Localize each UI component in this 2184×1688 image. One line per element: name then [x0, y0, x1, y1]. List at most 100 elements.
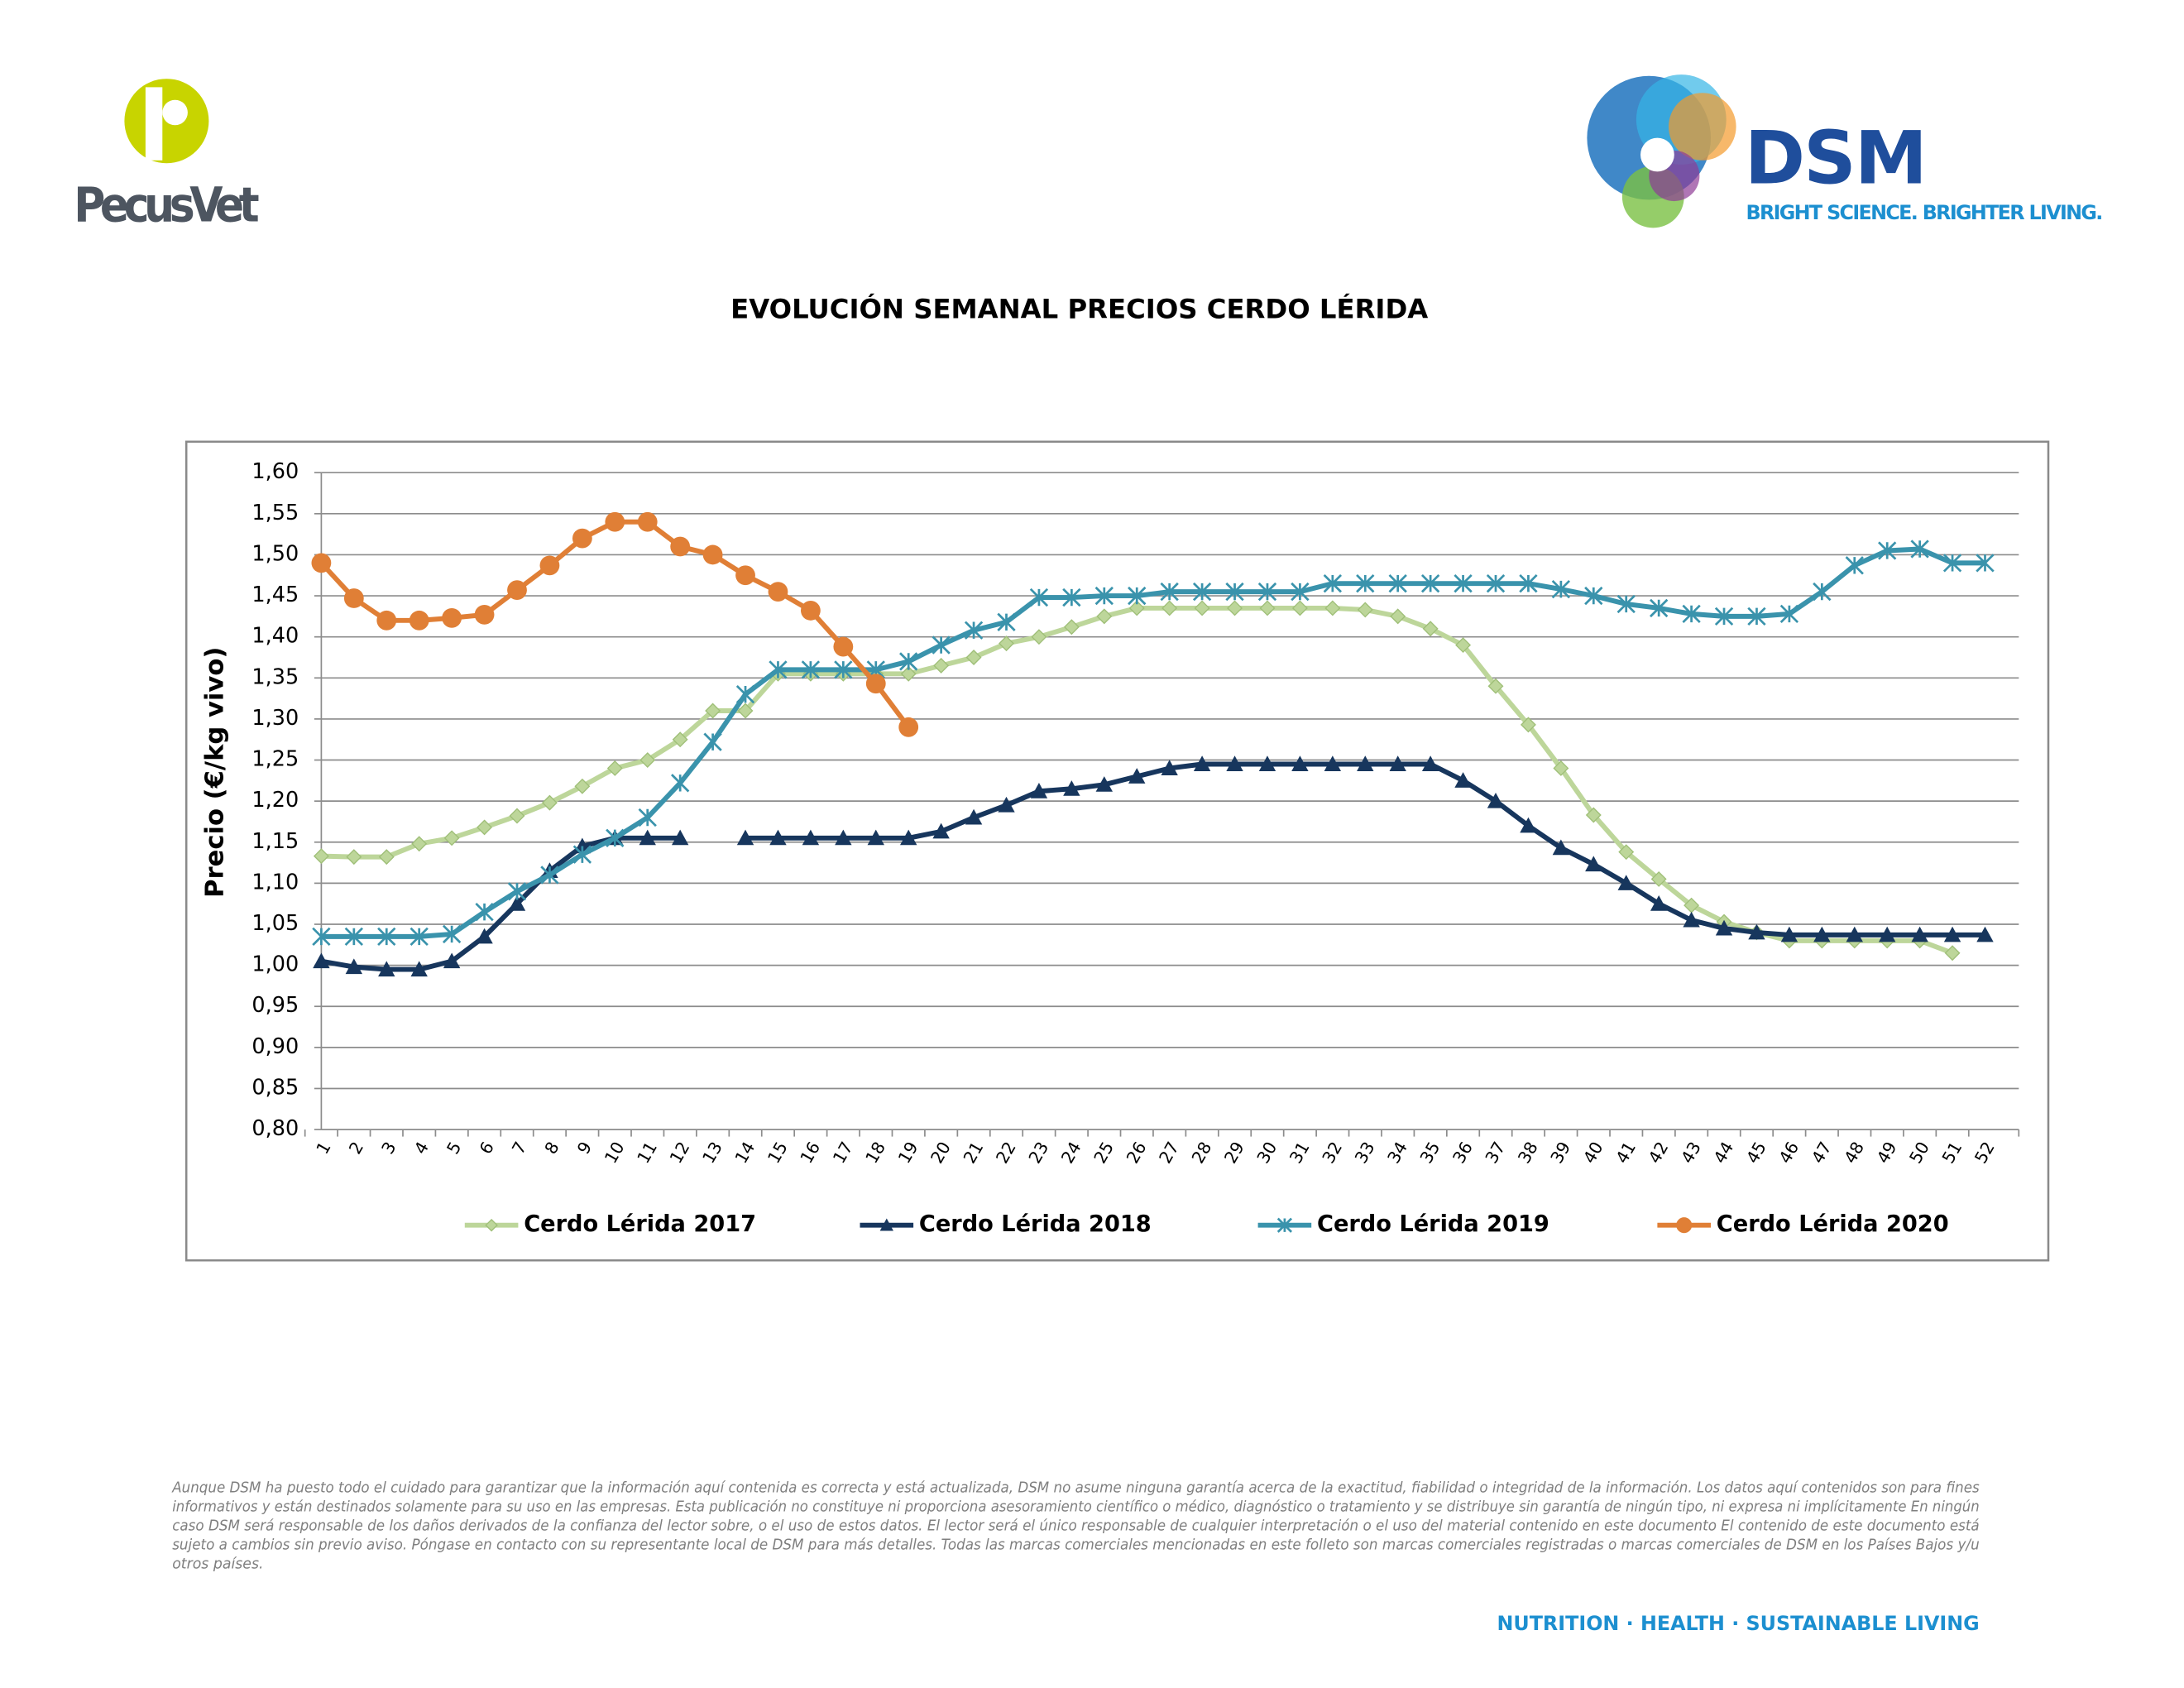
marker: [833, 636, 854, 657]
x-tick-label: 6: [476, 1139, 498, 1158]
marker: [638, 808, 657, 827]
marker: [1520, 717, 1536, 733]
marker: [443, 952, 461, 969]
y-tick-label: 1,40: [251, 624, 299, 649]
marker: [900, 829, 917, 846]
marker: [999, 635, 1014, 652]
disclaimer-line: caso DSM será responsable de los daños d…: [172, 1518, 1979, 1534]
marker: [1030, 783, 1048, 798]
marker: [671, 774, 690, 793]
x-tick-label: 28: [1188, 1139, 1216, 1167]
marker: [1421, 755, 1439, 771]
x-tick-label: 19: [894, 1139, 922, 1167]
x-tick-label: 29: [1220, 1139, 1248, 1167]
x-tick-label: 16: [796, 1139, 824, 1167]
logo-shape: [145, 87, 163, 161]
dsm-logo: DSM BRIGHT SCIENCE. BRIGHTER LIVING.: [1587, 74, 2103, 228]
marker: [411, 836, 428, 852]
marker: [1323, 574, 1342, 593]
x-tick-label: 30: [1253, 1139, 1281, 1167]
y-tick-label: 1,50: [251, 541, 299, 566]
marker: [1095, 776, 1113, 792]
marker: [1976, 926, 1994, 942]
disclaimer-line: otros países.: [172, 1556, 263, 1572]
marker: [1128, 768, 1146, 784]
chart-title: EVOLUCIÓN SEMANAL PRECIOS CERDO LÉRIDA: [730, 293, 1428, 325]
x-tick-label: 14: [731, 1139, 759, 1167]
marker: [933, 657, 950, 674]
marker: [879, 1218, 893, 1231]
x-tick-label: 44: [1710, 1139, 1738, 1167]
marker: [1676, 1217, 1693, 1234]
marker: [1193, 755, 1211, 771]
marker: [835, 829, 852, 846]
marker: [801, 601, 821, 621]
x-tick-label: 50: [1905, 1139, 1933, 1167]
x-tick-label: 1: [312, 1139, 334, 1158]
marker: [1519, 574, 1538, 593]
marker: [1780, 926, 1798, 942]
marker: [1617, 875, 1635, 890]
marker: [637, 511, 658, 532]
marker: [1128, 586, 1147, 606]
x-tick-label: 39: [1546, 1139, 1574, 1167]
marker: [572, 528, 592, 549]
marker: [1618, 844, 1635, 861]
marker: [737, 703, 754, 719]
x-tick-label: 33: [1351, 1139, 1379, 1167]
marker: [1520, 817, 1537, 833]
marker: [1552, 839, 1570, 856]
marker: [344, 927, 363, 947]
x-tick-label: 7: [508, 1139, 530, 1158]
marker: [442, 924, 462, 944]
x-tick-label: 15: [764, 1139, 792, 1167]
marker: [539, 555, 560, 576]
x-tick-label: 32: [1318, 1139, 1346, 1167]
marker: [1846, 926, 1863, 942]
x-tick-label: 31: [1286, 1139, 1314, 1167]
marker: [1161, 600, 1178, 616]
marker: [1650, 598, 1669, 618]
marker: [1650, 870, 1667, 887]
marker: [1161, 760, 1178, 775]
y-tick-label: 0,95: [251, 993, 299, 1018]
series-line: [319, 519, 911, 729]
marker: [1585, 856, 1602, 872]
marker: [1553, 760, 1569, 776]
marker: [1257, 582, 1277, 602]
y-tick-label: 0,90: [251, 1034, 299, 1059]
marker: [1194, 600, 1210, 616]
marker: [1420, 574, 1440, 593]
marker: [1357, 602, 1373, 618]
x-tick-label: 45: [1742, 1139, 1770, 1167]
pecusvet-logo: PecusVet: [74, 79, 260, 233]
y-tick-label: 1,25: [251, 747, 299, 772]
marker: [1192, 582, 1212, 602]
marker: [540, 866, 559, 885]
series-line: [321, 546, 1985, 939]
marker: [376, 610, 397, 631]
marker: [1291, 582, 1310, 602]
marker: [964, 621, 984, 640]
marker: [1747, 607, 1766, 626]
marker: [509, 808, 525, 824]
marker: [343, 588, 364, 608]
y-tick-label: 1,00: [251, 952, 299, 977]
disclaimer-line: Aunque DSM ha puesto todo el cuidado par…: [171, 1480, 1979, 1497]
marker: [313, 952, 330, 969]
marker: [1683, 911, 1700, 928]
marker: [476, 928, 493, 944]
marker: [1128, 600, 1145, 616]
x-tick-label: 46: [1774, 1139, 1803, 1167]
marker: [1911, 926, 1928, 942]
marker: [485, 1218, 498, 1232]
y-tick-label: 1,05: [251, 911, 299, 936]
marker: [345, 958, 363, 975]
marker: [1357, 755, 1374, 771]
marker: [1324, 755, 1342, 771]
y-tick-label: 1,20: [251, 788, 299, 813]
x-tick-label: 10: [601, 1139, 629, 1167]
marker: [1454, 772, 1472, 788]
marker: [605, 511, 625, 532]
y-tick-label: 1,45: [251, 583, 299, 607]
